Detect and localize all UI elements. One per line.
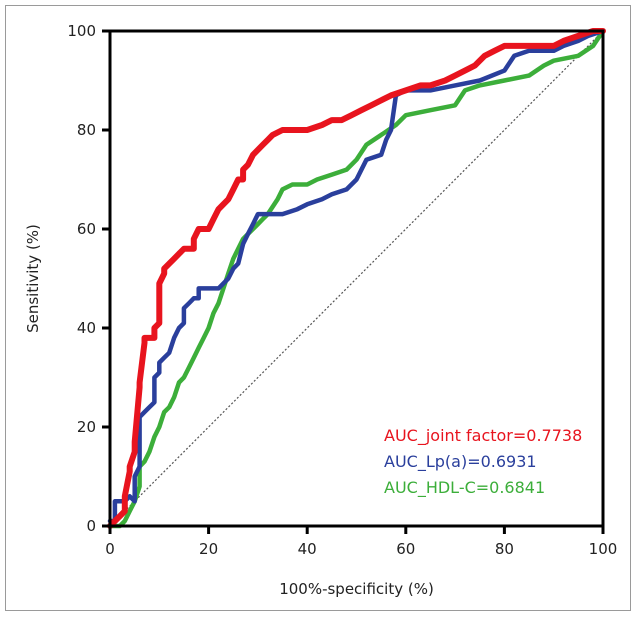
figure-frame xyxy=(5,5,631,611)
reference-diagonal-line xyxy=(109,30,604,527)
y-tick-label: 100 xyxy=(67,22,96,40)
x-tick-label: 20 xyxy=(199,540,218,558)
y-tick-label: 80 xyxy=(77,121,96,139)
x-tick-label: 100 xyxy=(589,540,618,558)
y-tick-label: 60 xyxy=(77,220,96,238)
y-tick-label: 40 xyxy=(77,319,96,337)
x-tick-label: 60 xyxy=(396,540,415,558)
x-axis-title: 100%-specificity (%) xyxy=(279,580,434,598)
reference-layer xyxy=(109,30,604,527)
y-axis-title: Sensitivity (%) xyxy=(24,224,42,333)
legend-entry-joint-factor: AUC_joint factor=0.7738 xyxy=(384,426,582,446)
legend-entry-hdl-c: AUC_HDL-C=0.6841 xyxy=(384,478,545,498)
y-tick-label: 20 xyxy=(77,418,96,436)
x-tick-label: 40 xyxy=(298,540,317,558)
x-tick-label: 80 xyxy=(495,540,514,558)
legend-entry-lpa: AUC_Lp(a)=0.6931 xyxy=(384,452,537,472)
plot-area-border xyxy=(108,29,605,528)
series-layer xyxy=(107,28,606,529)
series-line-joint-factor xyxy=(107,28,606,529)
x-tick-label: 0 xyxy=(105,540,115,558)
series-line-lpa xyxy=(107,28,606,524)
y-tick-label: 0 xyxy=(86,517,96,535)
tick-layer: 0 20 40 60 80 100 0 20 40 60 80 100 xyxy=(67,22,617,558)
